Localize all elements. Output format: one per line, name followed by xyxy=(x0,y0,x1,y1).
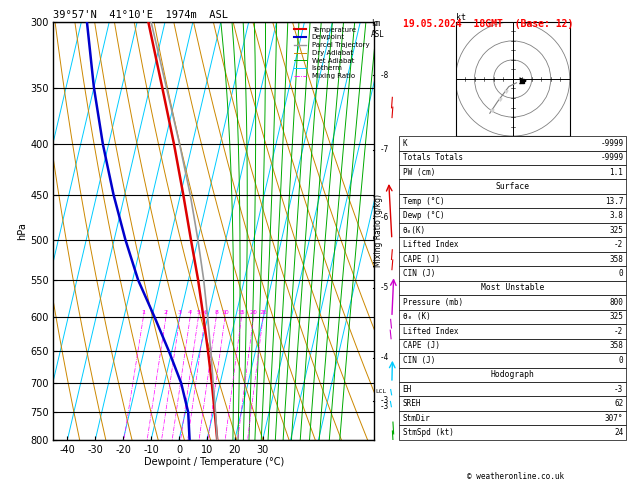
Text: K: K xyxy=(403,139,407,148)
Text: EH: EH xyxy=(403,385,412,394)
Text: 358: 358 xyxy=(610,341,623,350)
Text: ♥: ♥ xyxy=(503,90,508,95)
Text: -2: -2 xyxy=(614,240,623,249)
Text: -3: -3 xyxy=(614,385,623,394)
Text: -7: -7 xyxy=(379,145,389,154)
Text: 2: 2 xyxy=(164,311,168,315)
Text: Most Unstable: Most Unstable xyxy=(481,283,544,293)
Text: 3: 3 xyxy=(178,311,182,315)
Text: 1.1: 1.1 xyxy=(610,168,623,177)
Text: 8: 8 xyxy=(214,311,218,315)
Text: -3: -3 xyxy=(379,396,389,405)
Text: Mixing Ratio (g/kg): Mixing Ratio (g/kg) xyxy=(374,194,383,267)
Text: -8: -8 xyxy=(379,70,389,80)
Text: 39°57'N  41°10'E  1974m  ASL: 39°57'N 41°10'E 1974m ASL xyxy=(53,10,228,20)
Text: -2: -2 xyxy=(614,327,623,336)
Text: CIN (J): CIN (J) xyxy=(403,269,435,278)
Text: 307°: 307° xyxy=(605,414,623,423)
Text: Pressure (mb): Pressure (mb) xyxy=(403,298,463,307)
Text: Lifted Index: Lifted Index xyxy=(403,240,458,249)
Text: θₑ(K): θₑ(K) xyxy=(403,226,426,235)
Text: Dewp (°C): Dewp (°C) xyxy=(403,211,444,220)
Text: CAPE (J): CAPE (J) xyxy=(403,255,440,263)
Text: 0: 0 xyxy=(619,269,623,278)
Text: 5: 5 xyxy=(196,311,200,315)
Text: 13.7: 13.7 xyxy=(605,197,623,206)
Text: © weatheronline.co.uk: © weatheronline.co.uk xyxy=(467,472,564,481)
Text: Surface: Surface xyxy=(496,182,530,191)
X-axis label: Dewpoint / Temperature (°C): Dewpoint / Temperature (°C) xyxy=(144,457,284,468)
Text: Hodograph: Hodograph xyxy=(491,370,535,379)
Text: 6: 6 xyxy=(203,311,207,315)
Legend: Temperature, Dewpoint, Parcel Trajectory, Dry Adiabat, Wet Adiabat, Isotherm, Mi: Temperature, Dewpoint, Parcel Trajectory… xyxy=(292,25,370,81)
Text: 15: 15 xyxy=(238,311,245,315)
Text: StmSpd (kt): StmSpd (kt) xyxy=(403,428,454,437)
Text: -9999: -9999 xyxy=(600,153,623,162)
Text: 4: 4 xyxy=(188,311,192,315)
Text: ♥: ♥ xyxy=(490,109,494,114)
Text: ♥: ♥ xyxy=(498,98,503,103)
Text: Totals Totals: Totals Totals xyxy=(403,153,463,162)
Text: 325: 325 xyxy=(610,226,623,235)
Text: kt: kt xyxy=(455,13,465,22)
Text: -4: -4 xyxy=(379,353,389,363)
Text: 19.05.2024  18GMT  (Base: 12): 19.05.2024 18GMT (Base: 12) xyxy=(403,19,573,30)
Text: PW (cm): PW (cm) xyxy=(403,168,435,177)
Text: 62: 62 xyxy=(614,399,623,408)
Text: -5: -5 xyxy=(379,283,389,293)
Text: -6: -6 xyxy=(379,213,389,222)
Text: -3: -3 xyxy=(379,402,389,411)
Text: 325: 325 xyxy=(610,312,623,321)
Text: Temp (°C): Temp (°C) xyxy=(403,197,444,206)
Text: -9999: -9999 xyxy=(600,139,623,148)
Text: CIN (J): CIN (J) xyxy=(403,356,435,365)
Text: StmDir: StmDir xyxy=(403,414,430,423)
Text: 24: 24 xyxy=(614,428,623,437)
Text: 3.8: 3.8 xyxy=(610,211,623,220)
Text: 25: 25 xyxy=(259,311,267,315)
Text: SREH: SREH xyxy=(403,399,421,408)
Text: 10: 10 xyxy=(221,311,229,315)
Text: 800: 800 xyxy=(610,298,623,307)
Text: 0: 0 xyxy=(619,356,623,365)
Y-axis label: hPa: hPa xyxy=(17,222,27,240)
Text: θₑ (K): θₑ (K) xyxy=(403,312,430,321)
Text: 1: 1 xyxy=(142,311,145,315)
Text: LCL: LCL xyxy=(376,389,387,395)
Text: 20: 20 xyxy=(250,311,257,315)
Text: 358: 358 xyxy=(610,255,623,263)
Text: CAPE (J): CAPE (J) xyxy=(403,341,440,350)
Text: km
ASL: km ASL xyxy=(371,19,385,39)
Text: Lifted Index: Lifted Index xyxy=(403,327,458,336)
